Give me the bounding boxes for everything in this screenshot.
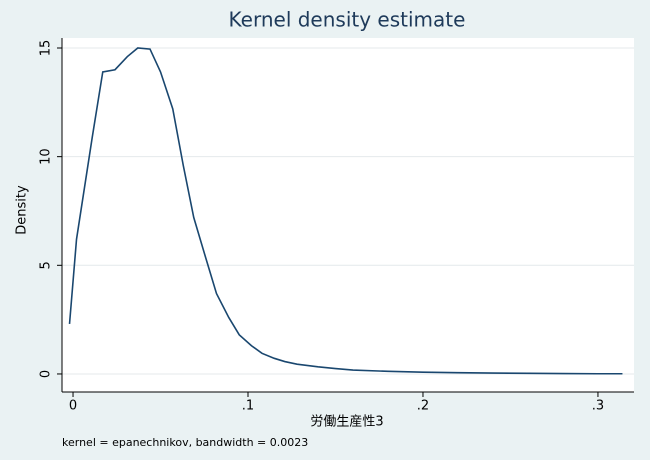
density-line [68,47,623,375]
y-tick-label: 10 [39,148,54,165]
y-tick-label: 5 [39,261,54,269]
x-tick-label: 0 [69,399,77,414]
x-tick-label: .2 [417,399,429,414]
x-tick-label: .3 [592,399,604,414]
y-axis-label: Density [15,185,30,235]
x-tick-label: .1 [242,399,254,414]
x-axis-label: 労働生産性3 [310,414,383,430]
note: kernel = epanechnikov, bandwidth = 0.002… [62,436,308,449]
y-tick-label: 0 [39,370,54,378]
plot-area [62,38,634,392]
y-tick-label: 15 [39,40,54,57]
chart-title: Kernel density estimate [229,8,466,32]
